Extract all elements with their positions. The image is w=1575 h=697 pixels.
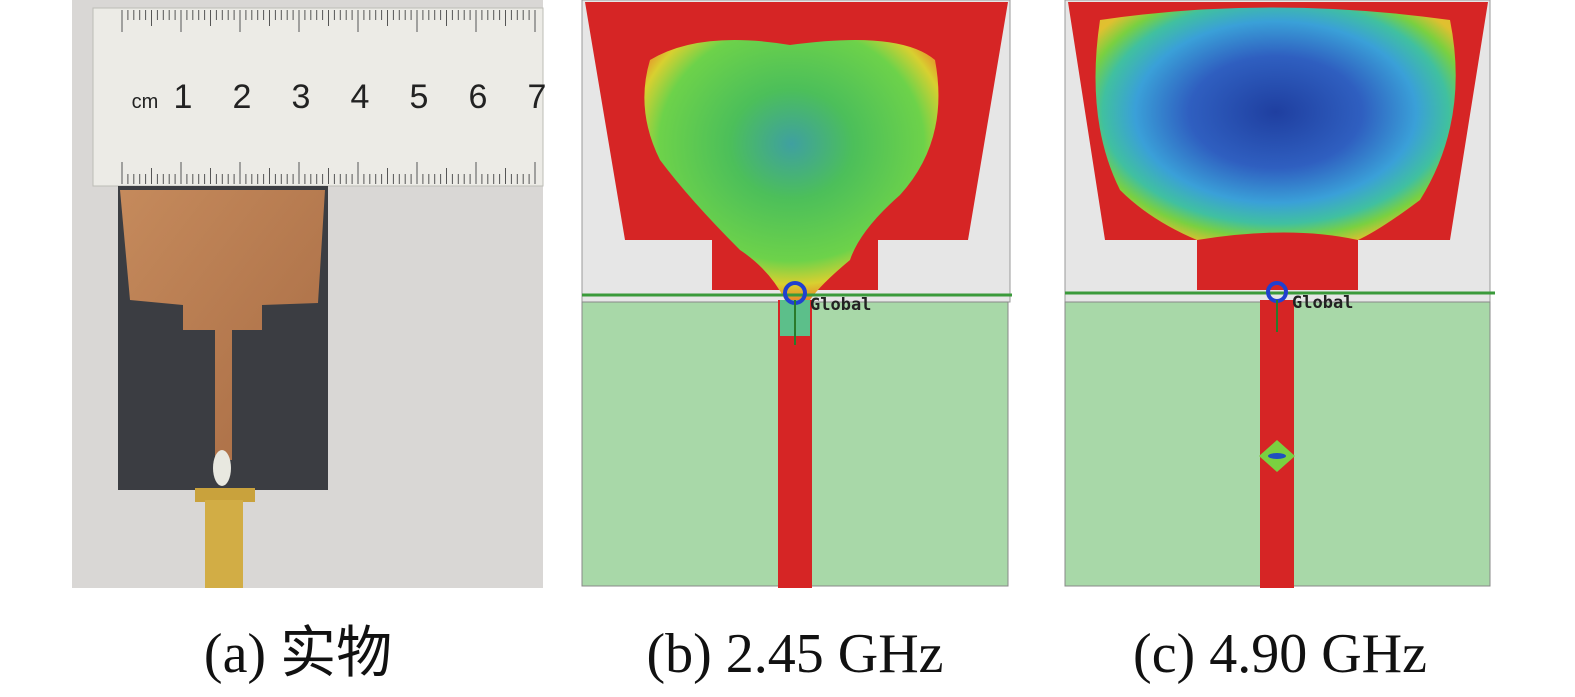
ruler-unit: cm — [132, 91, 159, 113]
simulation-panel: Global — [1064, 0, 1495, 588]
ruler-number: 1 — [174, 78, 193, 116]
ruler-number: 5 — [410, 78, 429, 116]
solder — [213, 450, 231, 486]
connector-flange — [195, 488, 255, 502]
simulation-panel: Global — [581, 0, 1012, 588]
copper-patch — [120, 190, 325, 460]
ruler — [92, 7, 544, 187]
ruler-numbers: 1 2 3 4 5 6 7 — [174, 78, 547, 116]
caption: (b) 2.45 GHz — [646, 623, 943, 685]
caption: (a) 实物 — [204, 623, 392, 685]
ruler-number: 6 — [469, 78, 488, 116]
current-hotspot-core — [1268, 453, 1286, 459]
caption: (c) 4.90 GHz — [1133, 623, 1427, 685]
current-distribution — [644, 40, 939, 300]
ruler-ticks — [121, 10, 536, 184]
ruler-number: 4 — [351, 78, 370, 116]
ruler-number: 3 — [292, 78, 311, 116]
current-distribution — [1095, 7, 1456, 240]
port-label: Global — [1292, 293, 1353, 313]
ruler-number: 2 — [233, 78, 252, 116]
feed-line — [778, 300, 812, 588]
photo-panel: cm 1 2 3 4 5 6 7 — [72, 0, 546, 588]
ruler-number: 7 — [528, 78, 547, 116]
port-label: Global — [810, 295, 871, 315]
connector-body — [205, 500, 243, 588]
